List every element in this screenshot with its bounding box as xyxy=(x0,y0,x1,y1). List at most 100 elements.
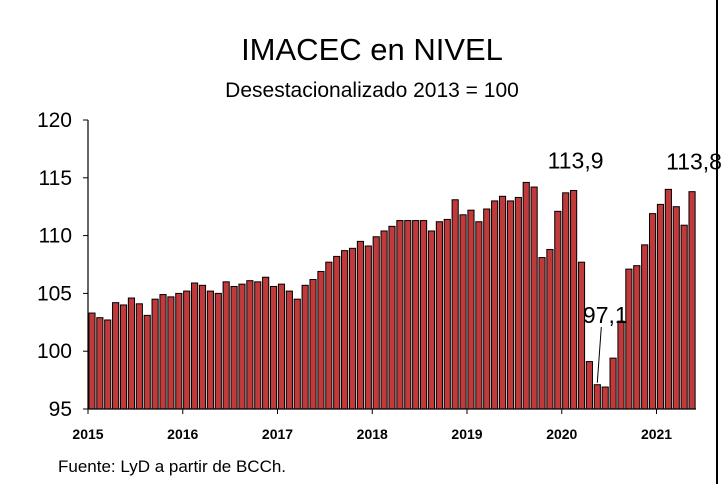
bar-15 xyxy=(206,290,214,410)
bar-69 xyxy=(633,265,641,410)
bar-34 xyxy=(356,240,364,410)
bar-40 xyxy=(404,220,412,410)
bar-70 xyxy=(641,244,649,410)
x-tick-label-2015: 2015 xyxy=(72,426,103,442)
bar-18 xyxy=(230,285,238,410)
bar-22 xyxy=(262,276,270,410)
bar-50 xyxy=(483,208,491,410)
bar-21 xyxy=(254,281,262,410)
axes xyxy=(87,120,696,410)
bar-74 xyxy=(672,206,680,410)
bar-3 xyxy=(112,302,120,410)
bar-4 xyxy=(119,304,128,410)
bar-20 xyxy=(246,280,254,410)
bar-19 xyxy=(238,283,246,410)
bar-2 xyxy=(104,319,112,410)
x-tick-label-2020: 2020 xyxy=(546,426,577,442)
bar-49 xyxy=(475,221,483,410)
bar-73 xyxy=(664,188,672,410)
bar-9 xyxy=(159,294,167,410)
bar-38 xyxy=(388,225,396,410)
frame-border xyxy=(716,0,718,484)
bar-41 xyxy=(412,220,420,410)
bar-16 xyxy=(214,292,222,410)
bar-31 xyxy=(333,255,341,410)
bar-60 xyxy=(562,192,570,410)
bar-5 xyxy=(127,297,136,410)
bar-7 xyxy=(143,314,151,410)
bar-71 xyxy=(648,213,657,410)
y-tick-label-120: 120 xyxy=(37,109,72,132)
bar-72 xyxy=(656,203,665,410)
bar-47 xyxy=(459,214,467,410)
bar-27 xyxy=(301,284,309,410)
annotations: 113,9 97,1 113,8 xyxy=(548,148,722,383)
bar-32 xyxy=(341,250,349,410)
bar-33 xyxy=(348,247,357,410)
bar-51 xyxy=(491,200,499,410)
bar-23 xyxy=(269,285,278,410)
bar-39 xyxy=(396,220,404,410)
bar-26 xyxy=(293,298,301,410)
axis-ticks xyxy=(83,119,658,414)
bar-48 xyxy=(467,209,475,410)
bar-35 xyxy=(364,245,372,410)
bar-42 xyxy=(420,220,428,410)
bar-28 xyxy=(309,279,317,410)
bar-45 xyxy=(443,218,451,410)
bars xyxy=(88,181,696,410)
x-tick-label-2017: 2017 xyxy=(262,426,293,442)
bar-30 xyxy=(325,261,333,410)
x-tick-label-2019: 2019 xyxy=(451,426,482,442)
bar-61 xyxy=(570,190,578,410)
bar-59 xyxy=(554,210,562,410)
bar-64 xyxy=(593,384,601,410)
bar-37 xyxy=(380,230,388,410)
bar-54 xyxy=(514,196,522,410)
y-tick-label-115: 115 xyxy=(39,167,72,190)
y-tick-label-100: 100 xyxy=(37,340,72,363)
bar-46 xyxy=(451,199,459,410)
annotation-label-61: 113,9 xyxy=(548,148,604,174)
bar-75 xyxy=(680,224,688,410)
x-tick-label-2018: 2018 xyxy=(357,426,388,442)
x-tick-label-2021: 2021 xyxy=(641,426,672,442)
bar-65 xyxy=(601,386,609,410)
bar-14 xyxy=(198,284,207,410)
bar-13 xyxy=(191,282,199,410)
bar-56 xyxy=(530,186,538,410)
bar-0 xyxy=(88,312,96,410)
bar-52 xyxy=(498,195,507,410)
x-tick-label-2016: 2016 xyxy=(167,426,198,442)
bar-44 xyxy=(435,221,443,410)
bar-67 xyxy=(617,320,625,410)
bar-11 xyxy=(175,292,183,410)
chart-subtitle: Desestacionalizado 2013 = 100 xyxy=(225,79,519,102)
bar-68 xyxy=(625,268,633,410)
tick-labels: 95 100 105 110 115 120 2015 2016 2017 2018 2019 202… xyxy=(37,109,672,442)
annotation-label-76: 113,8 xyxy=(666,149,722,175)
bar-66 xyxy=(609,357,617,410)
chart-title: IMACEC en NIVEL xyxy=(241,32,503,67)
bar-12 xyxy=(183,290,191,410)
source-note: Fuente: LyD a partir de BCCh. xyxy=(58,457,286,476)
annotation-leader-64 xyxy=(596,326,602,383)
bar-25 xyxy=(285,290,293,410)
bar-10 xyxy=(167,296,175,410)
annotation-label-64: 97,1 xyxy=(583,302,628,328)
y-tick-label-105: 105 xyxy=(37,282,72,305)
bar-1 xyxy=(96,317,104,410)
bar-55 xyxy=(522,181,530,410)
bar-57 xyxy=(538,257,546,410)
bar-58 xyxy=(546,248,554,410)
bar-63 xyxy=(585,361,593,410)
bar-53 xyxy=(506,200,515,410)
bar-62 xyxy=(577,261,586,410)
bar-17 xyxy=(222,281,230,410)
bar-29 xyxy=(317,270,325,410)
y-tick-label-110: 110 xyxy=(39,225,72,248)
bar-8 xyxy=(151,298,159,410)
y-tick-label-95: 95 xyxy=(49,398,72,421)
bar-76 xyxy=(688,191,696,410)
